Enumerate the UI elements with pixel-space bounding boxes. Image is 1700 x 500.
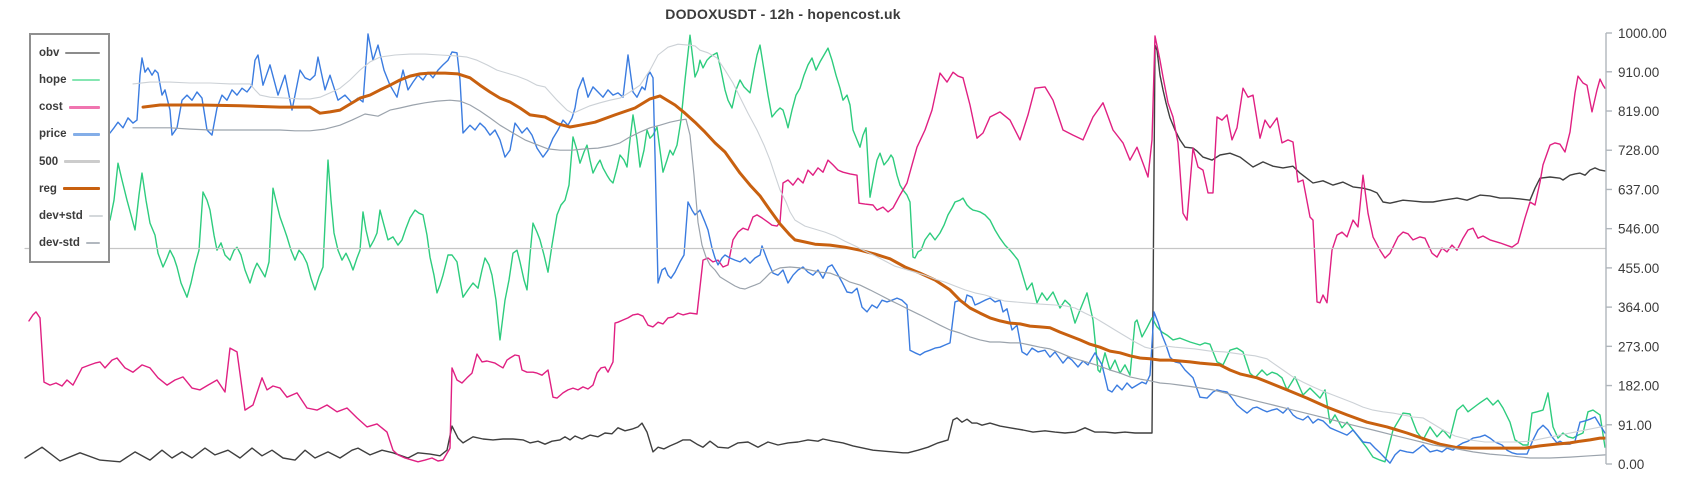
series-line-cost (28, 35, 1606, 463)
y-axis-tick-label: 273.00 (1618, 339, 1659, 354)
legend-label-price: price (39, 128, 67, 141)
legend-line-swatch-hope (72, 78, 100, 82)
y-axis-tick-label: 910.00 (1618, 65, 1659, 80)
y-axis-tick-label: 728.00 (1618, 143, 1659, 158)
legend-label-hope: hope (39, 74, 67, 87)
legend-label-dev-std: dev-std (39, 236, 80, 249)
chart-title: DODOXUSDT - 12h - hopencost.uk (665, 6, 901, 22)
legend-label-reg: reg (39, 182, 57, 195)
y-axis-tick-label: 91.00 (1618, 418, 1652, 433)
y-axis-tick-label: 819.00 (1618, 104, 1659, 119)
y-axis-tick-label: 637.00 (1618, 182, 1659, 197)
legend-line-swatch-obv (65, 51, 100, 55)
legend-item-reg: reg (39, 176, 100, 202)
series-line-dev-std (132, 99, 1606, 459)
legend-line-swatch-dev+std (88, 214, 103, 218)
y-axis-tick-label: 0.00 (1618, 457, 1644, 472)
series-line-dev+std (132, 43, 1606, 443)
legend-line-swatch-cost (68, 106, 100, 109)
legend-item-cost: cost (39, 94, 100, 120)
legend-item-dev-std: dev-std (39, 230, 100, 256)
y-axis-tick-label: 546.00 (1618, 222, 1659, 237)
y-axis-tick-label: 364.00 (1618, 300, 1659, 315)
series-line-reg (141, 71, 1607, 450)
legend-item-price: price (39, 121, 100, 147)
y-axis-tick-label: 1000.00 (1618, 26, 1667, 41)
y-axis-tick-label: 182.00 (1618, 379, 1659, 394)
legend-item-hope: hope (39, 67, 100, 93)
legend-item-500: 500 (39, 149, 100, 175)
legend-label-500: 500 (39, 155, 59, 168)
legend-line-swatch-price (72, 133, 100, 136)
legend-line-swatch-dev-std (85, 241, 100, 245)
legend-label-cost: cost (39, 101, 63, 114)
legend-label-dev+std: dev+std (39, 209, 83, 222)
chart-legend: obv hope cost price 500 reg dev+std dev-std (29, 33, 110, 263)
y-axis-tick-label: 455.00 (1618, 261, 1659, 276)
legend-line-swatch-500 (64, 160, 100, 163)
legend-item-dev+std: dev+std (39, 203, 103, 229)
legend-item-obv: obv (39, 40, 100, 66)
legend-label-obv: obv (39, 47, 60, 59)
legend-line-swatch-reg (62, 186, 100, 191)
